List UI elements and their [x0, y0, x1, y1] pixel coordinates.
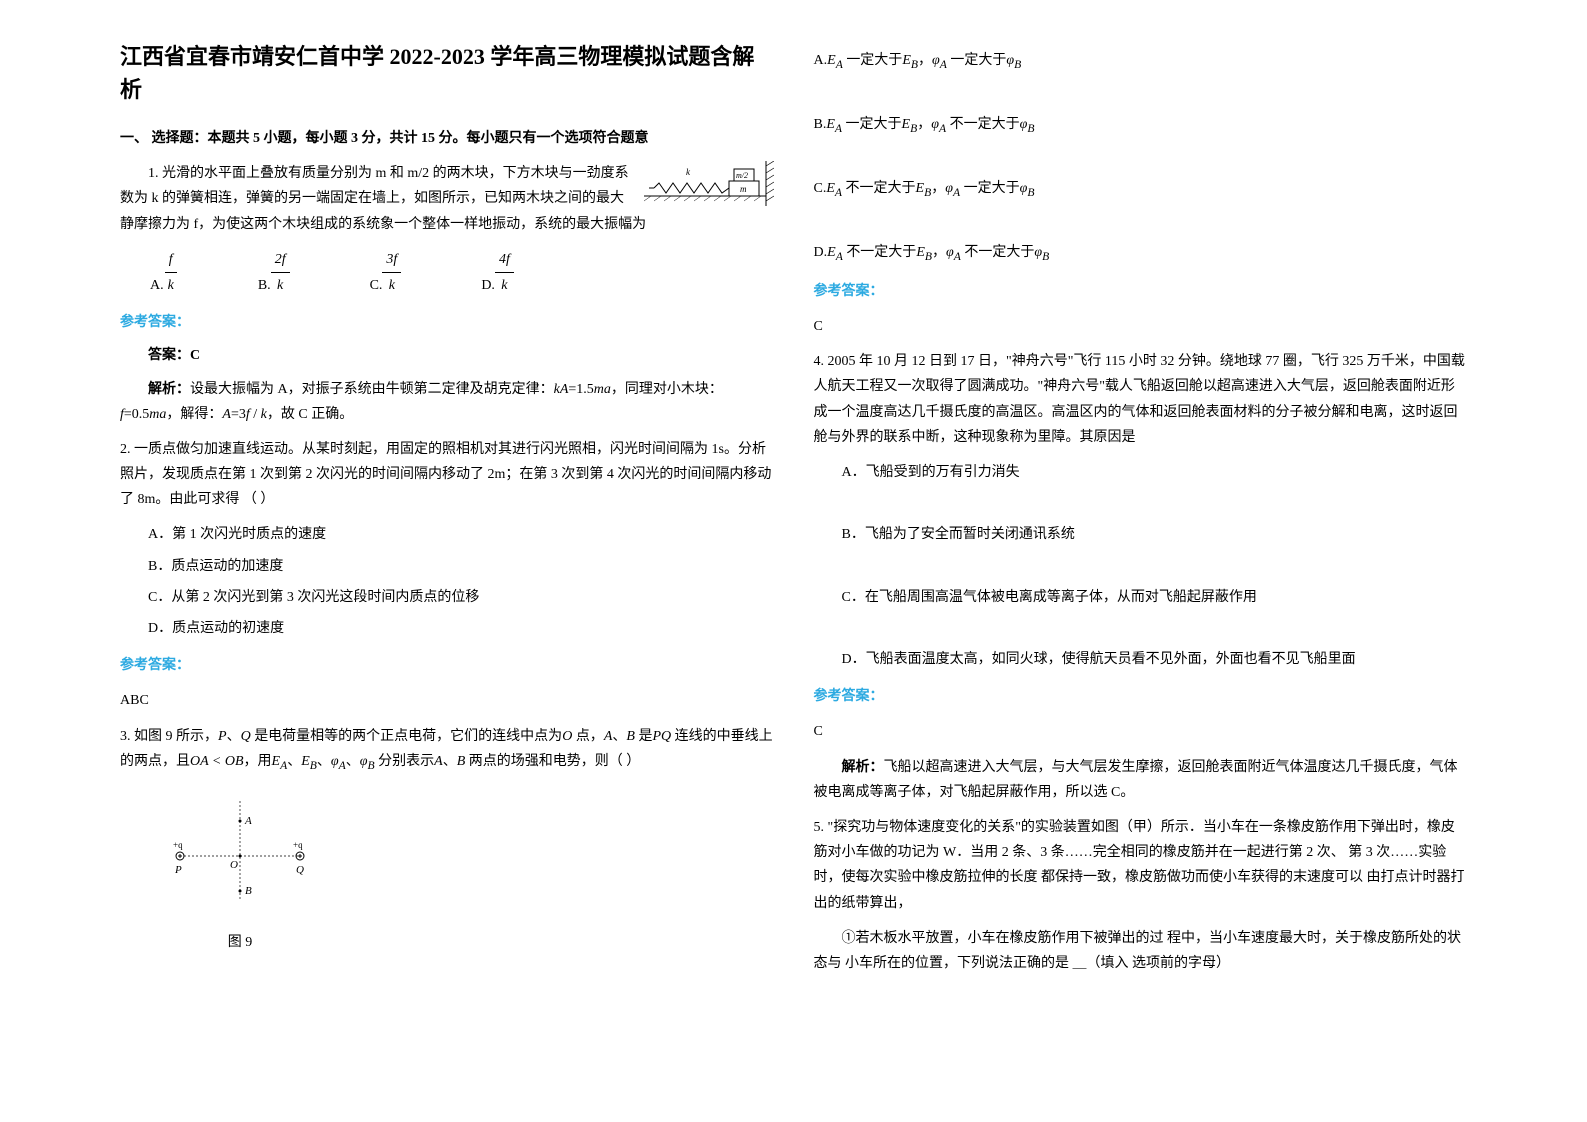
- q4-opt-b: B．飞船为了安全而暂时关闭通讯系统: [842, 522, 1468, 547]
- q1-options: A. fk B. 2fk C. 3fk D. 4fk: [150, 247, 774, 298]
- svg-text:m: m: [740, 184, 747, 194]
- q4-options: A．飞船受到的万有引力消失 B．飞船为了安全而暂时关闭通讯系统 C．在飞船周围高…: [842, 460, 1468, 672]
- svg-text:+q: +q: [173, 840, 183, 850]
- q1-opt-c: C. 3fk: [370, 247, 402, 298]
- question-1: m m/2 k 1. 光滑的水平面上叠放有质量分别为 m 和 m/2 的两木块，…: [120, 161, 774, 237]
- spring-diagram: m m/2 k: [644, 161, 774, 206]
- right-column: A.EA 一定大于EB，φA 一定大于φB B.EA 一定大于EB，φA 不一定…: [794, 40, 1488, 1082]
- q1-text: 1. 光滑的水平面上叠放有质量分别为 m 和 m/2 的两木块，下方木块与一劲度…: [120, 166, 646, 231]
- question-3: 3. 如图 9 所示，P、Q 是电荷量相等的两个正点电荷，它们的连线中点为O 点…: [120, 724, 774, 776]
- svg-text:+q: +q: [293, 840, 303, 850]
- q1-explain: 解析：设最大振幅为 A，对振子系统由牛顿第二定律及胡克定律：kA=1.5ma，同…: [120, 377, 774, 427]
- svg-text:k: k: [686, 167, 691, 177]
- section-header: 一、 选择题：本题共 5 小题，每小题 3 分，共计 15 分。每小题只有一个选…: [120, 126, 774, 151]
- q4-explain: 解析：飞船以超高速进入大气层，与大气层发生摩擦，返回舱表面附近气体温度达几千摄氏…: [814, 755, 1468, 805]
- figure-9-caption: 图 9: [170, 930, 310, 955]
- answer-label: 参考答案：: [120, 310, 774, 335]
- answer-label-4: 参考答案：: [814, 684, 1468, 709]
- q4-answer: C: [814, 719, 1468, 744]
- document-title: 江西省宜春市靖安仁首中学 2022-2023 学年高三物理模拟试题含解析: [120, 40, 774, 106]
- svg-text:O: O: [230, 859, 238, 871]
- svg-text:Q: Q: [296, 864, 304, 876]
- q2-opt-b: B．质点运动的加速度: [148, 554, 774, 579]
- q4-explain-body: 飞船以超高速进入大气层，与大气层发生摩擦，返回舱表面附近气体温度达几千摄氏度，气…: [814, 760, 1458, 800]
- svg-text:m/2: m/2: [736, 171, 748, 180]
- q2-opt-d: D．质点运动的初速度: [148, 616, 774, 641]
- q4-opt-d: D．飞船表面温度太高，如同火球，使得航天员看不见外面，外面也看不见飞船里面: [842, 647, 1468, 672]
- question-5: 5. "探究功与物体速度变化的关系"的实验装置如图（甲）所示．当小车在一条橡皮筋…: [814, 815, 1468, 916]
- q3-opt-d: D.EA 不一定大于EB，φA 不一定大于φB: [814, 240, 1468, 267]
- figure-9: A B O P Q +q +q: [170, 801, 310, 911]
- q2-opt-c: C．从第 2 次闪光到第 3 次闪光这段时间内质点的位移: [148, 585, 774, 610]
- q1-explain-body: 设最大振幅为 A，对振子系统由牛顿第二定律及胡克定律：kA=1.5ma，同理对小…: [120, 382, 723, 422]
- svg-text:A: A: [244, 815, 252, 827]
- q3-answer: C: [814, 314, 1468, 339]
- q2-answer: ABC: [120, 688, 774, 713]
- answer-label-3: 参考答案：: [814, 279, 1468, 304]
- question-4: 4. 2005 年 10 月 12 日到 17 日，"神舟六号"飞行 115 小…: [814, 349, 1468, 450]
- q4-opt-a: A．飞船受到的万有引力消失: [842, 460, 1468, 485]
- q3-opt-b: B.EA 一定大于EB，φA 不一定大于φB: [814, 112, 1468, 139]
- q2-opt-a: A．第 1 次闪光时质点的速度: [148, 522, 774, 547]
- q2-options: A．第 1 次闪光时质点的速度 B．质点运动的加速度 C．从第 2 次闪光到第 …: [148, 522, 774, 641]
- question-5-sub1: ①若木板水平放置，小车在橡皮筋作用下被弹出的过 程中，当小车速度最大时，关于橡皮…: [814, 926, 1468, 976]
- q1-opt-a: A. fk: [150, 247, 178, 298]
- q3-opt-c: C.EA 不一定大于EB，φA 一定大于φB: [814, 176, 1468, 203]
- left-column: 江西省宜春市靖安仁首中学 2022-2023 学年高三物理模拟试题含解析 一、 …: [100, 40, 794, 1082]
- q4-opt-c: C．在飞船周围高温气体被电离成等离子体，从而对飞船起屏蔽作用: [842, 585, 1468, 610]
- q3-options: A.EA 一定大于EB，φA 一定大于φB B.EA 一定大于EB，φA 不一定…: [814, 48, 1468, 267]
- q3-opt-a: A.EA 一定大于EB，φA 一定大于φB: [814, 48, 1468, 75]
- q1-opt-b: B. 2fk: [258, 247, 290, 298]
- svg-text:B: B: [245, 885, 252, 897]
- q1-answer: 答案：C: [120, 343, 774, 368]
- question-2: 2. 一质点做匀加速直线运动。从某时刻起，用固定的照相机对其进行闪光照相，闪光时…: [120, 437, 774, 513]
- q1-opt-d: D. 4fk: [481, 247, 514, 298]
- svg-text:P: P: [174, 864, 182, 876]
- answer-label-2: 参考答案：: [120, 653, 774, 678]
